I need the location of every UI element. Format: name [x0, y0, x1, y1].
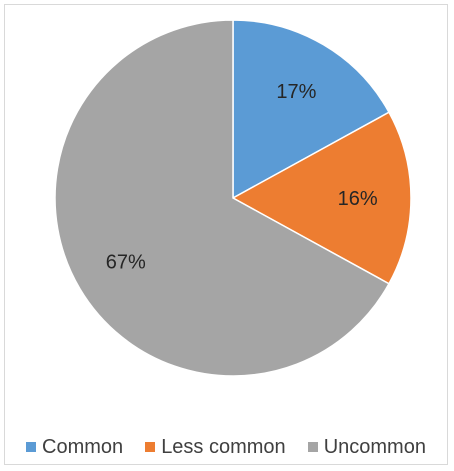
legend-item-uncommon: Uncommon	[307, 435, 426, 459]
legend-item-common: Common	[26, 436, 123, 459]
legend-label-common: Common	[42, 435, 124, 458]
pie-slice-less-common	[231, 111, 412, 285]
legend-swatch-less-common	[145, 442, 156, 452]
chart-frame: 17% 16% 67% Common Less common Uncommon	[4, 4, 448, 465]
pie-slice-uncommon	[54, 19, 391, 377]
legend-label-less-common: Less common	[161, 435, 286, 458]
legend-swatch-uncommon	[307, 442, 318, 452]
slice-label-common: 17%	[276, 81, 316, 103]
legend-label-uncommon: Uncommon	[323, 435, 426, 458]
pie-labels: 17% 16% 67%	[106, 81, 378, 274]
slice-label-uncommon: 67%	[106, 251, 146, 273]
legend: Common Less common Uncommon	[5, 430, 447, 464]
legend-swatch-common	[26, 442, 37, 452]
pie-slice-common	[232, 19, 391, 200]
slice-label-less-common: 16%	[338, 188, 378, 210]
legend-item-less-common: Less common	[145, 436, 286, 459]
pie-slices	[54, 19, 412, 377]
pie-chart: 17% 16% 67%	[54, 19, 412, 377]
